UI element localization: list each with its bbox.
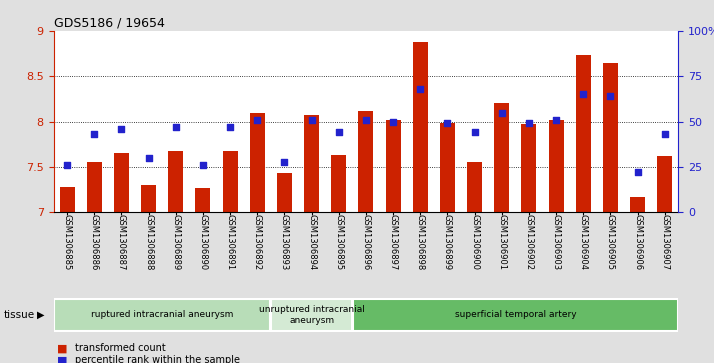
Bar: [60, 187, 74, 212]
Point: [89, 131, 100, 137]
Bar: [87, 163, 102, 212]
Point: [306, 117, 317, 123]
Text: GSM1306895: GSM1306895: [334, 214, 343, 270]
Text: GSM1306898: GSM1306898: [416, 214, 425, 270]
Point: [251, 117, 263, 123]
Point: [605, 93, 616, 99]
Point: [170, 124, 181, 130]
Point: [333, 130, 344, 135]
Text: GDS5186 / 19654: GDS5186 / 19654: [54, 17, 164, 30]
Text: GSM1306886: GSM1306886: [90, 214, 99, 270]
Bar: [358, 111, 373, 212]
Text: GSM1306893: GSM1306893: [280, 214, 289, 270]
Bar: [603, 62, 618, 212]
Point: [550, 117, 562, 123]
Text: GSM1306904: GSM1306904: [579, 214, 588, 270]
Bar: [196, 188, 211, 212]
Bar: [271, 299, 352, 331]
Point: [197, 162, 208, 168]
Text: GSM1306896: GSM1306896: [361, 214, 371, 270]
Bar: [114, 153, 129, 212]
Text: ruptured intracranial aneurysm: ruptured intracranial aneurysm: [91, 310, 233, 319]
Point: [61, 162, 73, 168]
Point: [278, 159, 290, 164]
Point: [659, 131, 670, 137]
Text: GSM1306899: GSM1306899: [443, 214, 452, 270]
Bar: [353, 299, 678, 331]
Point: [143, 155, 154, 161]
Text: unruptured intracranial
aneurysm: unruptured intracranial aneurysm: [258, 305, 365, 325]
Bar: [141, 185, 156, 212]
Text: GSM1306900: GSM1306900: [470, 214, 479, 270]
Bar: [494, 103, 509, 212]
Point: [632, 170, 643, 175]
Bar: [548, 120, 563, 212]
Text: transformed count: transformed count: [75, 343, 166, 354]
Bar: [658, 156, 672, 212]
Text: ■: ■: [57, 343, 68, 354]
Point: [496, 110, 508, 115]
Point: [442, 121, 453, 126]
Point: [224, 124, 236, 130]
Text: GSM1306902: GSM1306902: [524, 214, 533, 270]
Text: GSM1306906: GSM1306906: [633, 214, 642, 270]
Text: GSM1306888: GSM1306888: [144, 214, 153, 270]
Text: GSM1306887: GSM1306887: [117, 214, 126, 270]
Point: [469, 130, 481, 135]
Bar: [630, 197, 645, 212]
Text: GSM1306894: GSM1306894: [307, 214, 316, 270]
Bar: [223, 151, 238, 212]
Bar: [331, 155, 346, 212]
Point: [523, 121, 535, 126]
Bar: [250, 113, 265, 212]
Text: tissue: tissue: [4, 310, 35, 320]
Text: ▶: ▶: [37, 310, 45, 320]
Text: ■: ■: [57, 355, 68, 363]
Text: GSM1306889: GSM1306889: [171, 214, 180, 270]
Bar: [304, 115, 319, 212]
Bar: [386, 120, 401, 212]
Text: percentile rank within the sample: percentile rank within the sample: [75, 355, 240, 363]
Bar: [413, 42, 428, 212]
Point: [415, 86, 426, 92]
Bar: [467, 163, 482, 212]
Text: GSM1306903: GSM1306903: [552, 214, 560, 270]
Point: [116, 126, 127, 132]
Bar: [169, 151, 183, 212]
Bar: [277, 174, 292, 212]
Bar: [440, 123, 455, 212]
Text: GSM1306890: GSM1306890: [198, 214, 208, 270]
Text: GSM1306901: GSM1306901: [497, 214, 506, 270]
Text: superficial temporal artery: superficial temporal artery: [455, 310, 576, 319]
Bar: [575, 55, 590, 212]
Text: GSM1306907: GSM1306907: [660, 214, 669, 270]
Text: GSM1306892: GSM1306892: [253, 214, 262, 270]
Point: [388, 119, 399, 125]
Bar: [54, 299, 271, 331]
Text: GSM1306905: GSM1306905: [606, 214, 615, 270]
Text: GSM1306885: GSM1306885: [63, 214, 71, 270]
Text: GSM1306891: GSM1306891: [226, 214, 235, 270]
Text: GSM1306897: GSM1306897: [388, 214, 398, 270]
Bar: [521, 124, 536, 212]
Point: [361, 117, 372, 123]
Point: [578, 91, 589, 97]
